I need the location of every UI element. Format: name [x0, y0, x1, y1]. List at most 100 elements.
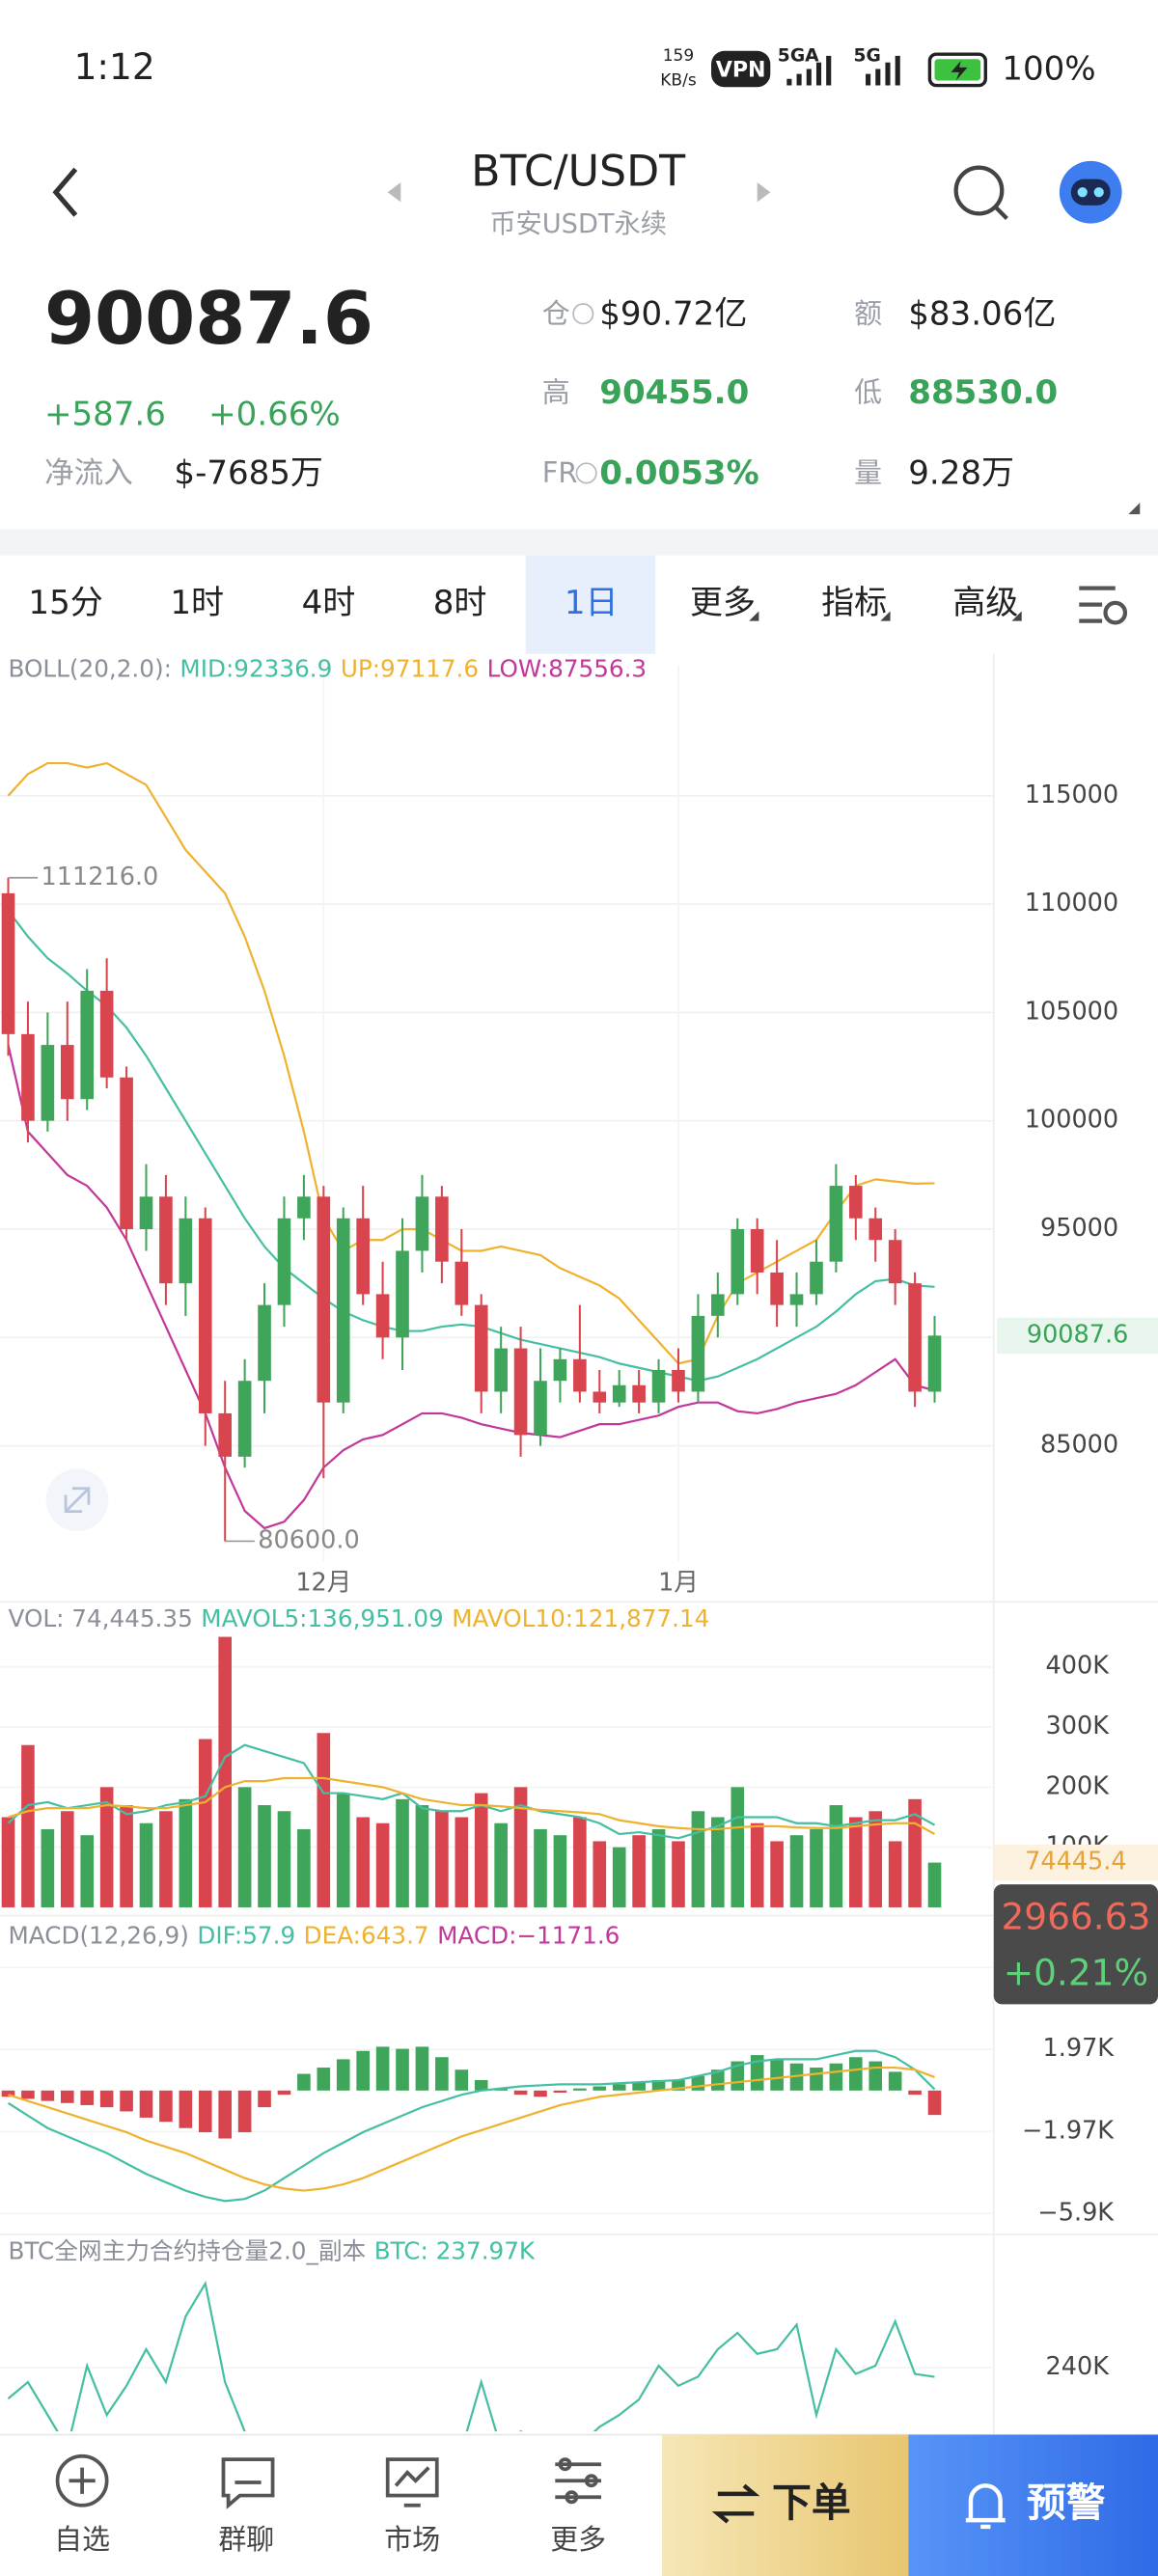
macd-bar	[218, 2090, 232, 2139]
candle-body	[770, 1272, 784, 1305]
stat-value: 88530.0	[908, 373, 1058, 412]
candle-body	[868, 1218, 883, 1241]
macd-bar	[593, 2086, 607, 2091]
tab[interactable]: 更多	[690, 584, 756, 622]
volume-bar	[632, 1835, 646, 1907]
tab[interactable]: 8时	[433, 584, 487, 622]
volume-bar	[237, 1787, 252, 1907]
series-line	[7, 1743, 936, 1840]
extreme-label: 111216.0	[41, 863, 159, 891]
tab[interactable]: 4时	[302, 584, 356, 622]
candle-body	[474, 1304, 488, 1392]
series-line	[7, 761, 935, 1365]
y-tick-label: 400K	[1046, 1652, 1111, 1681]
tab[interactable]: 指标	[821, 584, 887, 622]
stat-label: 额	[854, 297, 882, 330]
back-button[interactable]	[52, 167, 78, 217]
volume-bar	[494, 1822, 508, 1907]
nav-label[interactable]: 市场	[384, 2523, 440, 2556]
y-tick-label: −1.97K	[1022, 2116, 1115, 2145]
stat-label: 高	[542, 376, 570, 409]
macd-bar	[415, 2046, 429, 2091]
signal	[786, 55, 832, 86]
candle-body	[80, 990, 95, 1100]
assistant-avatar[interactable]	[1059, 160, 1122, 224]
volume-bar	[60, 1811, 74, 1907]
prev-symbol[interactable]	[387, 182, 401, 203]
y-tick-label: −5.9K	[1037, 2198, 1115, 2227]
last-price-label: 90087.6	[1027, 1320, 1128, 1349]
volume-bar	[120, 1805, 133, 1907]
help-icon[interactable]	[575, 462, 597, 484]
tab[interactable]: 1时	[170, 584, 224, 622]
volume-bar	[513, 1787, 528, 1907]
nav-label[interactable]: 自选	[54, 2523, 110, 2556]
floating-change: +0.21%	[1004, 1951, 1148, 1993]
volume-bar	[534, 1828, 547, 1907]
volume-bar	[396, 1798, 409, 1907]
candle-body	[99, 990, 114, 1078]
tab[interactable]: 高级	[952, 584, 1018, 622]
candle-body	[336, 1218, 350, 1403]
indicator-text: MAVOL10:121,877.14	[452, 1604, 709, 1632]
candle-body	[789, 1294, 804, 1305]
order-button[interactable]	[661, 2434, 909, 2576]
y-tick-label: 110000	[1025, 889, 1118, 918]
candle-body	[927, 1335, 942, 1392]
macd-bar	[474, 2080, 488, 2091]
search-button[interactable]	[953, 165, 1008, 220]
floating-quote[interactable]	[993, 1884, 1158, 2005]
macd-bar	[651, 2080, 666, 2091]
series-line	[7, 2049, 936, 2203]
nav-label[interactable]: 群聊	[218, 2523, 274, 2556]
nav-label[interactable]: 更多	[550, 2523, 606, 2556]
indicator-text: BOLL(20,2.0):	[9, 655, 172, 683]
alert-button[interactable]	[908, 2434, 1158, 2576]
stat-label: 仓	[542, 297, 570, 330]
x-tick-label: 1月	[658, 1569, 699, 1598]
y-tick-label: 115000	[1025, 781, 1118, 809]
inflow-label: 净流入	[44, 457, 133, 491]
help-icon[interactable]	[572, 303, 594, 325]
macd-bar	[435, 2057, 449, 2091]
volume-bar	[849, 1817, 863, 1907]
macd-bar	[513, 2090, 528, 2096]
order-icon	[711, 2483, 760, 2524]
settings-icon[interactable]	[1079, 586, 1128, 625]
indicator-text: MAVOL5:136,951.09	[201, 1604, 443, 1632]
candle-body	[750, 1229, 764, 1273]
volume-bar	[356, 1817, 370, 1907]
indicator-text: BTC: 237.97K	[374, 2237, 536, 2265]
volume-bar	[277, 1811, 291, 1907]
symbol-subtitle: 币安USDT永续	[489, 209, 667, 239]
macd-bar	[810, 2068, 823, 2091]
macd-bar	[80, 2090, 95, 2105]
macd-bar	[179, 2090, 193, 2128]
volume-bar	[99, 1787, 114, 1907]
candle-body	[237, 1381, 252, 1457]
candle-body	[573, 1358, 587, 1392]
volume-bar	[691, 1811, 705, 1907]
candle-body	[711, 1294, 725, 1316]
tab-bar: 15分 1时 4时 8时 1日 更多 指标 高级	[28, 584, 1022, 622]
next-symbol[interactable]	[757, 182, 771, 203]
indicator-header: BTC全网主力合约持仓量2.0_副本 BTC: 237.97K	[9, 2237, 536, 2265]
series-line	[8, 2066, 935, 2192]
candle-body	[179, 1218, 193, 1284]
candle-body	[632, 1384, 646, 1403]
macd-bar	[198, 2090, 212, 2133]
macd-bar	[317, 2068, 331, 2091]
divider	[0, 529, 1158, 556]
tab[interactable]: 1日	[565, 584, 619, 622]
y-tick-label: 85000	[1040, 1431, 1118, 1460]
fullscreen-icon	[64, 1487, 91, 1513]
tab[interactable]: 15分	[28, 584, 102, 622]
indicator-text: VOL: 74,445.35	[9, 1604, 193, 1632]
candle-body	[356, 1218, 370, 1295]
candle-body	[317, 1196, 331, 1403]
macd-bar	[336, 2059, 350, 2091]
y-tick-label: 300K	[1046, 1712, 1111, 1740]
candle-body	[139, 1196, 153, 1230]
y-tick-label: 200K	[1046, 1771, 1111, 1800]
